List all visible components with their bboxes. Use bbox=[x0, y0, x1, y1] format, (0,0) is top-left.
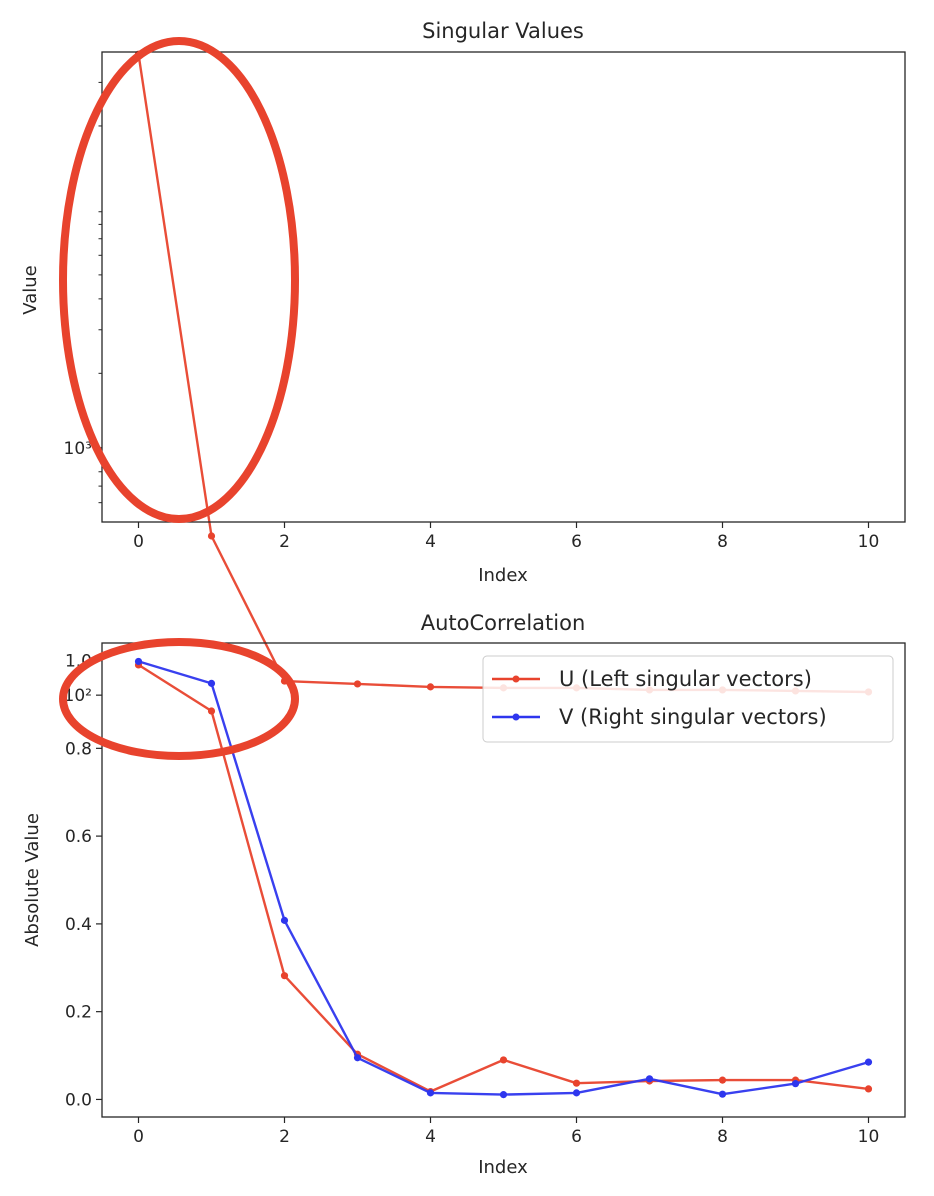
x-tick-label: 6 bbox=[571, 532, 582, 552]
x-axis-label: Index bbox=[478, 1157, 528, 1178]
highlight-ellipse bbox=[59, 37, 299, 523]
autocorrelation-panel: AutoCorrelation 0 2 4 6 8 100.00.20.40.60.81.… bbox=[22, 611, 906, 1178]
data-point bbox=[791, 1080, 800, 1088]
y-tick-label: 0.8 bbox=[65, 739, 92, 759]
x-tick-label: 2 bbox=[279, 532, 290, 552]
x-tick-label: 10 bbox=[858, 532, 880, 552]
data-point bbox=[499, 1091, 508, 1099]
data-point bbox=[280, 916, 289, 924]
data-point bbox=[572, 1079, 581, 1087]
highlight-ellipse bbox=[59, 638, 299, 760]
plot-frame bbox=[101, 51, 906, 523]
legend-label-v: V (Right singular vectors) bbox=[559, 705, 827, 729]
chart-title: AutoCorrelation bbox=[421, 611, 586, 635]
x-tick-label: 8 bbox=[717, 1127, 728, 1147]
x-tick-label: 0 bbox=[133, 532, 144, 552]
tick-group: 0 2 4 6 8 100.00.20.40.60.81.0 bbox=[65, 652, 879, 1147]
y-axis-label: Value bbox=[20, 265, 41, 314]
data-point bbox=[645, 1075, 654, 1083]
x-tick-label: 4 bbox=[425, 1127, 436, 1147]
y-tick-label: 0.6 bbox=[65, 827, 92, 847]
x-tick-label: 4 bbox=[425, 532, 436, 552]
data-point bbox=[134, 657, 143, 666]
chart-title: Singular Values bbox=[422, 19, 584, 43]
y-tick-label: 0.0 bbox=[65, 1090, 92, 1110]
y-tick-label: 10³ bbox=[64, 439, 92, 459]
data-point bbox=[207, 679, 216, 687]
data-point bbox=[353, 680, 362, 688]
data-point bbox=[353, 1054, 362, 1062]
data-point bbox=[718, 1090, 727, 1098]
data-point bbox=[207, 532, 216, 540]
data-point bbox=[207, 707, 216, 715]
data-point bbox=[426, 1089, 435, 1097]
series-layer bbox=[134, 657, 873, 1099]
data-point bbox=[572, 1089, 581, 1097]
data-point bbox=[280, 972, 289, 980]
data-point bbox=[864, 1085, 873, 1093]
legend-marker-u bbox=[512, 675, 520, 683]
y-axis-label: Absolute Value bbox=[22, 813, 43, 947]
legend-box bbox=[482, 655, 894, 743]
data-point bbox=[499, 1056, 508, 1064]
x-tick-label: 0 bbox=[133, 1127, 144, 1147]
x-tick-label: 2 bbox=[279, 1127, 290, 1147]
data-point bbox=[426, 683, 435, 691]
y-tick-label: 0.2 bbox=[65, 1003, 92, 1023]
x-tick-label: 8 bbox=[717, 532, 728, 552]
x-tick-label: 6 bbox=[571, 1127, 582, 1147]
legend-marker-v bbox=[512, 713, 520, 721]
legend-label-u: U (Left singular vectors) bbox=[559, 667, 812, 691]
x-axis-label: Index bbox=[478, 565, 528, 586]
plot-frame bbox=[101, 642, 906, 1118]
data-point bbox=[864, 1058, 873, 1066]
data-point bbox=[718, 1076, 727, 1084]
legend: U (Left singular vectors) V (Right singu… bbox=[482, 655, 894, 743]
y-tick-label: 0.4 bbox=[65, 915, 92, 935]
x-tick-label: 10 bbox=[858, 1127, 880, 1147]
y-tick-label: 10² bbox=[64, 686, 92, 706]
